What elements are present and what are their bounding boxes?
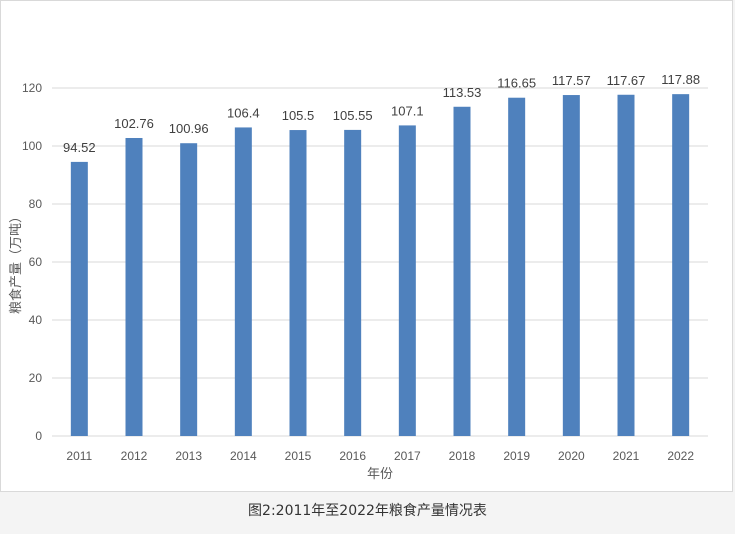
x-axis-ticks: 2011 2012 2013 2014 2015 2016 2017 2018 2019 2020… bbox=[66, 449, 694, 463]
bar bbox=[234, 127, 252, 436]
bar bbox=[398, 125, 416, 436]
y-tick-label: 100 bbox=[22, 139, 42, 153]
y-tick-label: 40 bbox=[29, 313, 43, 327]
x-tick-label: 2013 bbox=[175, 449, 202, 463]
bar bbox=[289, 130, 307, 437]
data-label: 100.96 bbox=[169, 121, 209, 136]
x-tick-label: 2021 bbox=[613, 449, 640, 463]
x-tick-label: 2017 bbox=[394, 449, 421, 463]
y-axis-ticks: 0 20 40 60 80 100 120 bbox=[22, 81, 42, 443]
bar bbox=[344, 129, 362, 436]
data-label: 117.67 bbox=[607, 73, 646, 88]
y-axis-title: 粮食产量（万吨） bbox=[8, 210, 24, 314]
bar bbox=[562, 95, 580, 436]
gridlines bbox=[52, 87, 708, 437]
x-tick-label: 2015 bbox=[285, 449, 312, 463]
bar bbox=[453, 106, 471, 436]
data-label: 117.57 bbox=[552, 73, 591, 88]
y-tick-label: 20 bbox=[29, 371, 43, 385]
data-label: 107.1 bbox=[391, 103, 424, 118]
bar bbox=[70, 161, 88, 436]
data-label: 117.88 bbox=[661, 72, 700, 87]
data-label: 106.4 bbox=[227, 105, 260, 120]
bars bbox=[70, 94, 690, 437]
data-label: 113.53 bbox=[443, 85, 482, 100]
bar bbox=[617, 94, 635, 436]
bar bbox=[508, 97, 526, 436]
y-tick-label: 120 bbox=[22, 81, 42, 95]
bar bbox=[180, 143, 198, 436]
x-tick-label: 2016 bbox=[339, 449, 366, 463]
bar-chart: 94.52 102.76 100.96 106.4 105.5 105.55 107.1 11… bbox=[8, 72, 708, 482]
data-label: 116.65 bbox=[497, 76, 536, 91]
data-label: 94.52 bbox=[63, 140, 96, 155]
x-axis-title: 年份 bbox=[367, 467, 393, 482]
bar bbox=[672, 94, 690, 436]
data-label: 102.76 bbox=[114, 116, 154, 131]
data-label: 105.5 bbox=[282, 108, 315, 123]
x-tick-label: 2022 bbox=[667, 449, 694, 463]
y-tick-label: 60 bbox=[29, 255, 43, 269]
x-tick-label: 2011 bbox=[66, 449, 92, 463]
x-tick-label: 2014 bbox=[230, 449, 257, 463]
data-labels: 94.52 102.76 100.96 106.4 105.5 105.55 107.1 11… bbox=[63, 72, 700, 155]
x-tick-label: 2020 bbox=[558, 449, 585, 463]
x-tick-label: 2012 bbox=[121, 449, 148, 463]
bar bbox=[125, 137, 143, 436]
x-tick-label: 2019 bbox=[503, 449, 530, 463]
chart-frame bbox=[0, 0, 733, 492]
x-tick-label: 2018 bbox=[449, 449, 476, 463]
figure-caption: 图2:2011年至2022年粮食产量情况表 bbox=[248, 503, 487, 519]
y-tick-label: 80 bbox=[29, 197, 43, 211]
y-tick-label: 0 bbox=[35, 429, 42, 443]
data-label: 105.55 bbox=[333, 108, 373, 123]
